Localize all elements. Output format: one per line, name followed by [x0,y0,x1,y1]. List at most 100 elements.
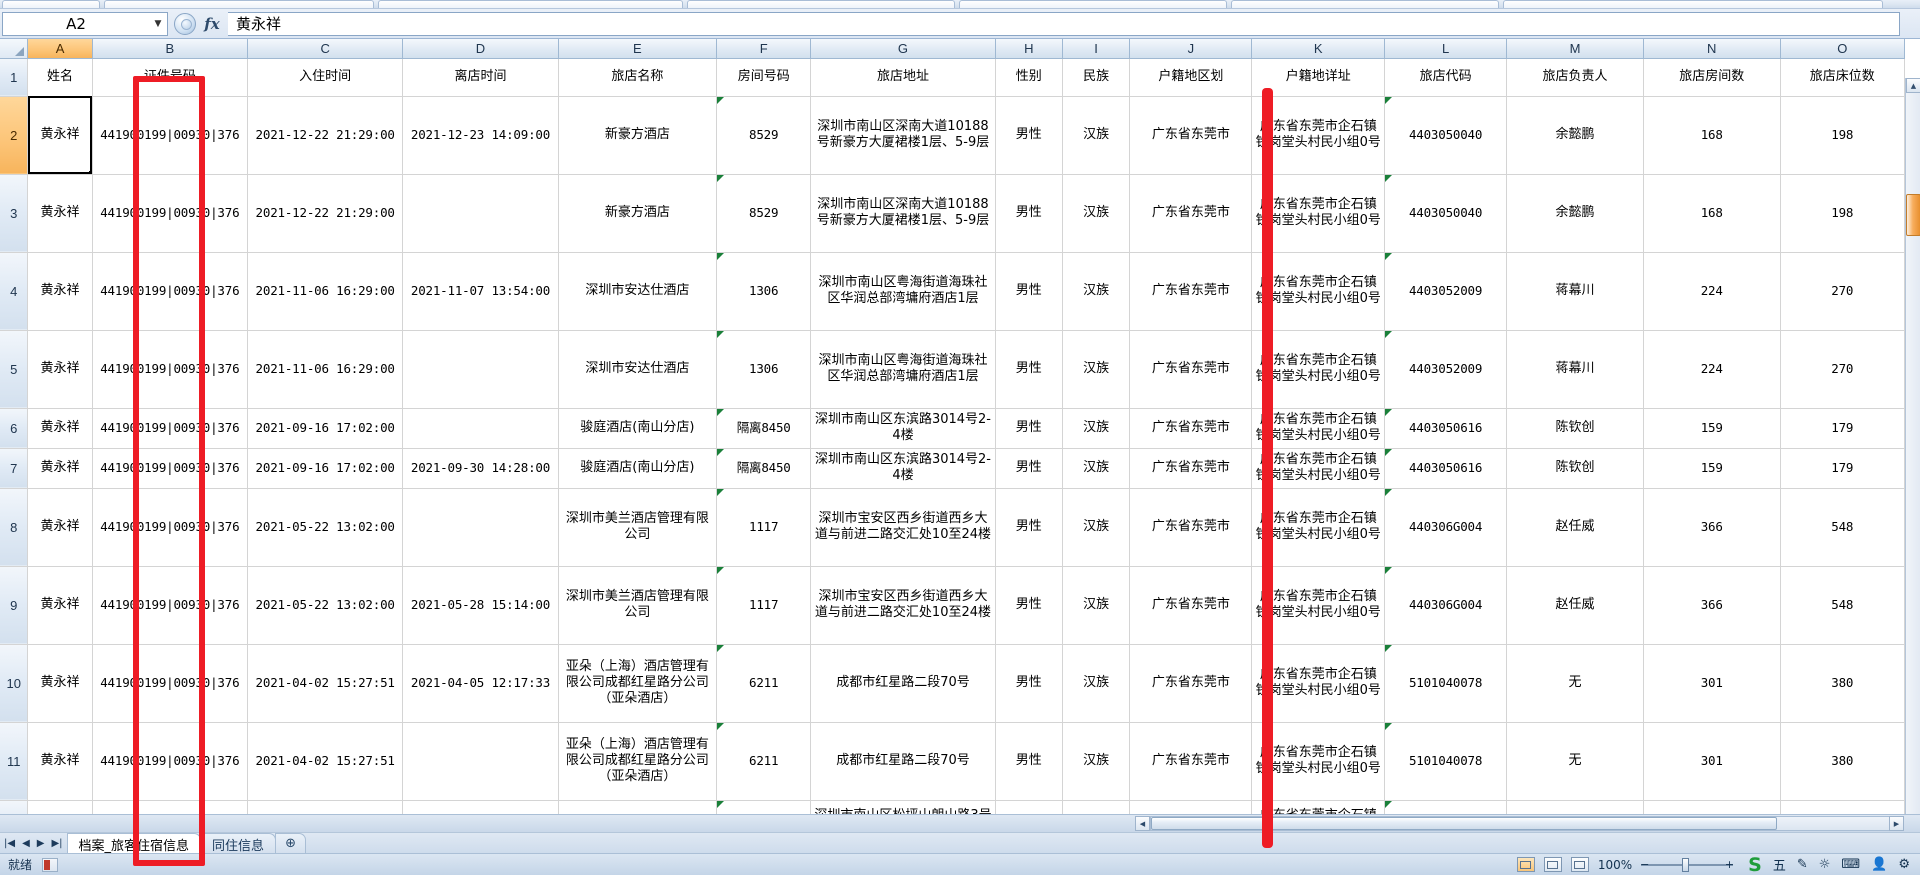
name-box[interactable]: A2 ▼ [2,11,168,36]
cell-L9[interactable]: 440306G004 [1384,566,1508,645]
cell-G12[interactable]: 深圳市南山区松坪山朗山路3号食堂四楼北侧 [810,800,996,814]
column-title-a[interactable]: 姓名 [27,58,93,97]
chevron-down-icon[interactable]: ▼ [154,18,162,29]
cell-A7[interactable]: 黄永祥 [27,448,93,489]
cell-L2[interactable]: 4403050040 [1384,96,1508,175]
column-title-n[interactable]: 旅店房间数 [1643,58,1781,97]
column-title-b[interactable]: 证件号码 [92,58,248,97]
cell-O12[interactable]: 70 [1780,800,1906,814]
cell-J9[interactable]: 广东省东莞市 [1129,566,1253,645]
cell-D11[interactable] [402,722,559,801]
cell-F11[interactable]: 6211 [716,722,812,801]
cell-H11[interactable]: 男性 [995,722,1063,801]
cell-J12[interactable]: 广东省东莞市 [1129,800,1253,814]
sheet-tab-archive[interactable]: 档案_旅客住宿信息 [66,833,202,854]
cell-O4[interactable]: 270 [1780,252,1906,331]
column-title-f[interactable]: 房间号码 [716,58,812,97]
cell-K7[interactable]: 广东省东莞市企石镇铁岗堂头村民小组0号 [1251,448,1385,489]
column-header-l[interactable]: L [1384,39,1508,59]
cell-J5[interactable]: 广东省东莞市 [1129,330,1253,409]
fx-icon[interactable]: fx [204,14,220,33]
cell-K6[interactable]: 广东省东莞市企石镇铁岗堂头村民小组0号 [1251,408,1385,449]
cell-B3[interactable]: 441900199|00930|376 [92,174,248,253]
column-title-o[interactable]: 旅店床位数 [1780,58,1906,97]
horizontal-scroll-thumb[interactable] [1151,817,1777,830]
cell-G7[interactable]: 深圳市南山区东滨路3014号2-4楼 [810,448,996,489]
cell-I8[interactable]: 汉族 [1062,488,1131,567]
cell-F6[interactable]: 隔离8450 [716,408,812,449]
cell-B8[interactable]: 441900199|00930|376 [92,488,248,567]
cell-N5[interactable]: 224 [1643,330,1781,409]
cell-G8[interactable]: 深圳市宝安区西乡街道西乡大道与前进二路交汇处10至24楼 [810,488,996,567]
cell-H7[interactable]: 男性 [995,448,1063,489]
row-header-1[interactable]: 1 [0,58,29,97]
cell-O5[interactable]: 270 [1780,330,1906,409]
cell-I3[interactable]: 汉族 [1062,174,1131,253]
cell-A11[interactable]: 黄永祥 [27,722,93,801]
cell-D10[interactable]: 2021-04-05 12:17:33 [402,644,559,723]
cell-J7[interactable]: 广东省东莞市 [1129,448,1253,489]
row-header-6[interactable]: 6 [0,408,29,449]
cell-N10[interactable]: 301 [1643,644,1781,723]
cell-M6[interactable]: 陈钦创 [1506,408,1644,449]
cell-B5[interactable]: 441900199|00930|376 [92,330,248,409]
cell-F12[interactable]: 8462 [716,800,812,814]
column-header-f[interactable]: F [716,39,812,59]
cell-K8[interactable]: 广东省东莞市企石镇铁岗堂头村民小组0号 [1251,488,1385,567]
cell-M11[interactable]: 无 [1506,722,1644,801]
cell-H6[interactable]: 男性 [995,408,1063,449]
cell-K4[interactable]: 广东省东莞市企石镇铁岗堂头村民小组0号 [1251,252,1385,331]
column-header-b[interactable]: B [92,39,248,59]
cell-E9[interactable]: 深圳市美兰酒店管理有限公司 [558,566,718,645]
row-header-8[interactable]: 8 [0,488,29,567]
cell-I4[interactable]: 汉族 [1062,252,1131,331]
cell-D6[interactable] [402,408,559,449]
cell-N7[interactable]: 159 [1643,448,1781,489]
cell-L7[interactable]: 4403050616 [1384,448,1508,489]
row-header-5[interactable]: 5 [0,330,29,409]
scroll-left-button[interactable]: ◀ [1135,816,1150,831]
cell-J2[interactable]: 广东省东莞市 [1129,96,1253,175]
ime-logo-icon[interactable]: S [1748,853,1762,875]
cell-I11[interactable]: 汉族 [1062,722,1131,801]
cell-L4[interactable]: 4403052009 [1384,252,1508,331]
cell-L3[interactable]: 4403050040 [1384,174,1508,253]
cell-E10[interactable]: 亚朵（上海）酒店管理有限公司成都红星路分公司（亚朵酒店） [558,644,718,723]
cell-E6[interactable]: 骏庭酒店(南山分店) [558,408,718,449]
cell-N6[interactable]: 159 [1643,408,1781,449]
column-header-d[interactable]: D [402,39,559,59]
cell-F7[interactable]: 隔离8450 [716,448,812,489]
column-header-k[interactable]: K [1251,39,1385,59]
weather-icon[interactable]: ☼ [1818,857,1831,872]
zoom-knob[interactable] [1682,857,1690,872]
column-title-d[interactable]: 离店时间 [402,58,559,97]
cell-L5[interactable]: 4403052009 [1384,330,1508,409]
column-header-j[interactable]: J [1129,39,1253,59]
record-macro-icon[interactable] [42,857,59,872]
cell-K9[interactable]: 广东省东莞市企石镇铁岗堂头村民小组0号 [1251,566,1385,645]
cell-I5[interactable]: 汉族 [1062,330,1131,409]
cell-O11[interactable]: 380 [1780,722,1906,801]
cell-C9[interactable]: 2021-05-22 13:02:00 [247,566,404,645]
cell-L11[interactable]: 5101040078 [1384,722,1508,801]
cell-D5[interactable] [402,330,559,409]
cell-B10[interactable]: 441900199|00930|376 [92,644,248,723]
last-sheet-icon[interactable]: ▶| [51,837,63,849]
row-header-3[interactable]: 3 [0,174,29,253]
cell-M7[interactable]: 陈钦创 [1506,448,1644,489]
zoom-in-icon[interactable]: + [1724,857,1735,871]
cell-J8[interactable]: 广东省东莞市 [1129,488,1253,567]
cell-F5[interactable]: 1306 [716,330,812,409]
cell-J6[interactable]: 广东省东莞市 [1129,408,1253,449]
cell-A8[interactable]: 黄永祥 [27,488,93,567]
cell-H10[interactable]: 男性 [995,644,1063,723]
cell-E8[interactable]: 深圳市美兰酒店管理有限公司 [558,488,718,567]
cell-B9[interactable]: 441900199|00930|376 [92,566,248,645]
column-header-g[interactable]: G [810,39,996,59]
zoom-slider[interactable]: − + [1640,857,1735,872]
cell-M5[interactable]: 蒋幕川 [1506,330,1644,409]
cell-B4[interactable]: 441900199|00930|376 [92,252,248,331]
cell-M8[interactable]: 赵任威 [1506,488,1644,567]
cell-C11[interactable]: 2021-04-02 15:27:51 [247,722,404,801]
